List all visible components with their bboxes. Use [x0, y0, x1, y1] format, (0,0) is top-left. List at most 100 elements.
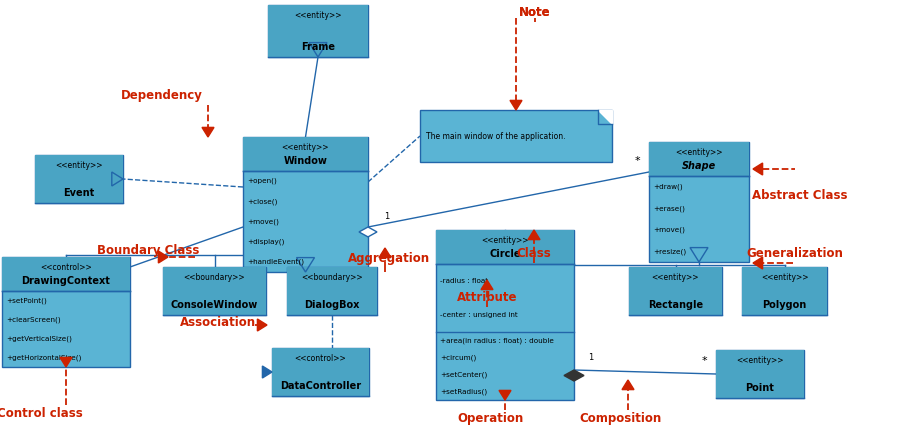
Text: <<boundary>>: <<boundary>> — [184, 272, 245, 282]
Text: ConsoleWindow: ConsoleWindow — [171, 300, 258, 310]
Text: Event: Event — [63, 188, 94, 198]
Polygon shape — [202, 127, 214, 137]
Text: 1: 1 — [384, 212, 389, 221]
Text: Aggregation: Aggregation — [348, 252, 431, 265]
Polygon shape — [598, 110, 612, 124]
Text: <<entity>>: <<entity>> — [294, 10, 342, 20]
Text: 1: 1 — [588, 353, 594, 362]
Polygon shape — [499, 390, 511, 400]
Text: Attribute: Attribute — [457, 290, 518, 303]
Text: +getHorizontalSize(): +getHorizontalSize() — [6, 354, 82, 361]
Text: *: * — [635, 156, 640, 166]
Bar — [243, 137, 368, 171]
Bar — [163, 267, 266, 315]
Polygon shape — [257, 319, 267, 331]
Bar — [629, 267, 722, 315]
Text: Composition: Composition — [579, 412, 661, 425]
Text: +open(): +open() — [247, 178, 277, 184]
Text: Shape: Shape — [682, 161, 716, 171]
Text: Operation: Operation — [457, 412, 523, 425]
Polygon shape — [359, 227, 377, 237]
Text: Polygon: Polygon — [762, 300, 807, 310]
Text: Rectangle: Rectangle — [648, 300, 703, 310]
Bar — [420, 110, 612, 162]
Text: <<control>>: <<control>> — [40, 262, 92, 272]
Text: Circle: Circle — [489, 249, 521, 259]
Bar — [35, 155, 123, 203]
Polygon shape — [60, 358, 72, 367]
Polygon shape — [528, 230, 540, 240]
Text: <<entity>>: <<entity>> — [761, 272, 808, 282]
Text: Note: Note — [519, 6, 551, 18]
Polygon shape — [753, 163, 763, 175]
Bar — [742, 267, 827, 315]
Text: Frame: Frame — [301, 42, 335, 52]
Text: Class: Class — [517, 246, 551, 259]
Polygon shape — [379, 248, 391, 258]
Polygon shape — [564, 370, 584, 381]
Text: +handleEvent(): +handleEvent() — [247, 259, 304, 265]
Bar — [163, 267, 266, 315]
Bar — [243, 137, 368, 272]
Text: Window: Window — [284, 156, 327, 166]
Text: <<boundary>>: <<boundary>> — [301, 272, 363, 282]
Text: DialogBox: DialogBox — [304, 300, 360, 310]
Text: +resize(): +resize() — [653, 248, 686, 255]
Text: +close(): +close() — [247, 198, 278, 204]
Bar — [742, 267, 827, 315]
Text: +circum(): +circum() — [440, 354, 476, 361]
Text: +move(): +move() — [653, 226, 685, 233]
Text: +getVerticalSize(): +getVerticalSize() — [6, 335, 71, 342]
Bar — [272, 348, 369, 396]
Text: <<entity>>: <<entity>> — [652, 272, 699, 282]
Text: Association: Association — [180, 316, 256, 328]
Text: Abstract Class: Abstract Class — [752, 188, 847, 201]
Text: <<entity>>: <<entity>> — [736, 355, 784, 364]
Text: Generalization: Generalization — [747, 246, 844, 259]
Text: *: * — [702, 356, 708, 366]
Bar — [2, 257, 130, 291]
Polygon shape — [510, 100, 522, 110]
Text: The main window of the application.: The main window of the application. — [426, 132, 565, 140]
Polygon shape — [753, 257, 763, 269]
Bar — [268, 5, 368, 57]
Polygon shape — [622, 380, 634, 390]
Text: +setRadius(): +setRadius() — [440, 388, 487, 395]
Text: Control class: Control class — [0, 406, 82, 419]
Text: <<entity>>: <<entity>> — [55, 160, 103, 170]
Text: +setPoint(): +setPoint() — [6, 297, 47, 304]
Bar — [287, 267, 377, 315]
Text: Boundary Class: Boundary Class — [97, 243, 199, 256]
Bar — [272, 348, 369, 396]
Text: <<control>>: <<control>> — [295, 354, 346, 362]
Text: +display(): +display() — [247, 238, 284, 245]
Text: <<entity>>: <<entity>> — [675, 147, 723, 157]
Polygon shape — [262, 366, 272, 378]
Text: +erase(): +erase() — [653, 205, 685, 211]
Bar — [436, 230, 574, 400]
Bar — [716, 350, 804, 398]
Bar — [287, 267, 377, 315]
Polygon shape — [481, 280, 493, 290]
Text: Dependency: Dependency — [121, 89, 203, 102]
Text: +area(in radius : float) : double: +area(in radius : float) : double — [440, 337, 554, 344]
Text: DrawingContext: DrawingContext — [22, 276, 111, 286]
Bar — [649, 142, 749, 176]
Bar — [716, 350, 804, 398]
Text: -radius : float: -radius : float — [440, 278, 488, 284]
Text: Note: Note — [519, 6, 551, 18]
Polygon shape — [158, 251, 168, 263]
Bar — [35, 155, 123, 203]
Text: +move(): +move() — [247, 218, 278, 225]
Bar — [436, 230, 574, 264]
Bar — [629, 267, 722, 315]
Bar — [2, 257, 130, 367]
Text: +clearScreen(): +clearScreen() — [6, 316, 60, 323]
Text: +draw(): +draw() — [653, 184, 682, 190]
Text: -center : unsigned int: -center : unsigned int — [440, 312, 518, 318]
Text: <<entity>>: <<entity>> — [282, 143, 329, 151]
Text: Point: Point — [746, 383, 774, 393]
Text: <<entity>>: <<entity>> — [481, 235, 529, 245]
Text: DataController: DataController — [280, 381, 361, 391]
Bar — [268, 5, 368, 57]
